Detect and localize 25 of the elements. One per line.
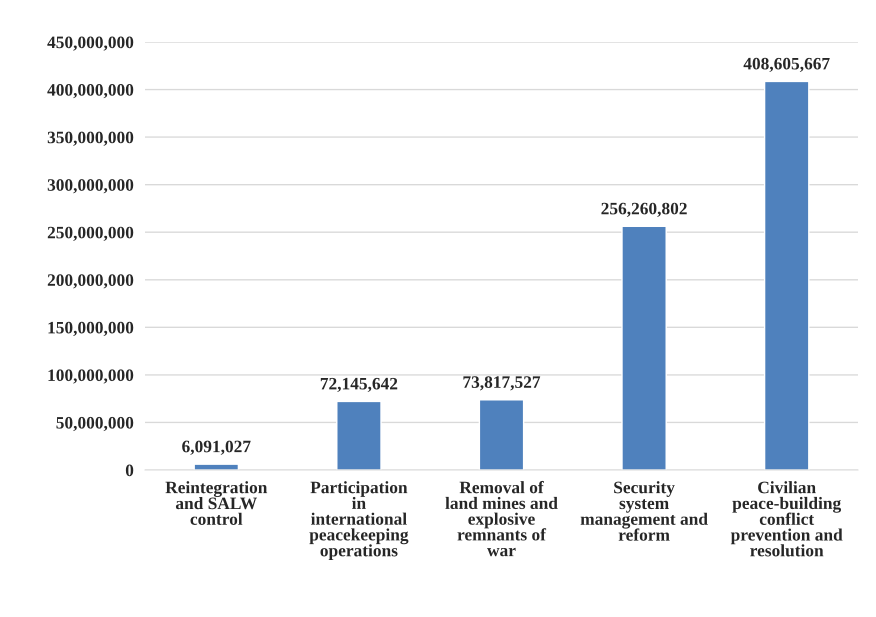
- bar: [194, 464, 240, 470]
- x-tick-label: Reintegration and SALW control: [165, 481, 268, 525]
- y-tick-label: 350,000,000: [48, 132, 134, 146]
- y-tick-label: 250,000,000: [48, 226, 134, 241]
- y-tick-label: 0: [126, 464, 134, 476]
- x-tick-label: Removal of land mines and explosive remnants of war: [445, 480, 558, 556]
- y-tick-label: 50,000,000: [56, 416, 134, 432]
- y-tick-label: 300,000,000: [48, 179, 134, 194]
- y-tick-label: 400,000,000: [47, 84, 134, 98]
- bar: [764, 80, 810, 470]
- bar: [621, 226, 667, 470]
- y-tick-label: 450,000,000: [47, 36, 134, 51]
- data-label: 72,145,642: [320, 378, 398, 392]
- y-tick-label: 100,000,000: [48, 369, 134, 384]
- data-label: 6,091,027: [182, 440, 251, 455]
- data-label: 256,260,802: [601, 202, 687, 217]
- x-tick-label: Security system management and reform: [580, 481, 708, 541]
- y-tick-label: 200,000,000: [48, 274, 134, 288]
- x-tick-label: Participation in international peacekeeping operations: [309, 481, 408, 560]
- y-tick-label: 150,000,000: [48, 322, 134, 336]
- data-label: 408,605,667: [744, 58, 830, 72]
- data-label: 73,817,527: [463, 376, 540, 390]
- x-tick-label: Civilian peace-building conflict prevention and resolution: [730, 481, 843, 556]
- bar: [478, 399, 524, 470]
- bar: [336, 400, 382, 470]
